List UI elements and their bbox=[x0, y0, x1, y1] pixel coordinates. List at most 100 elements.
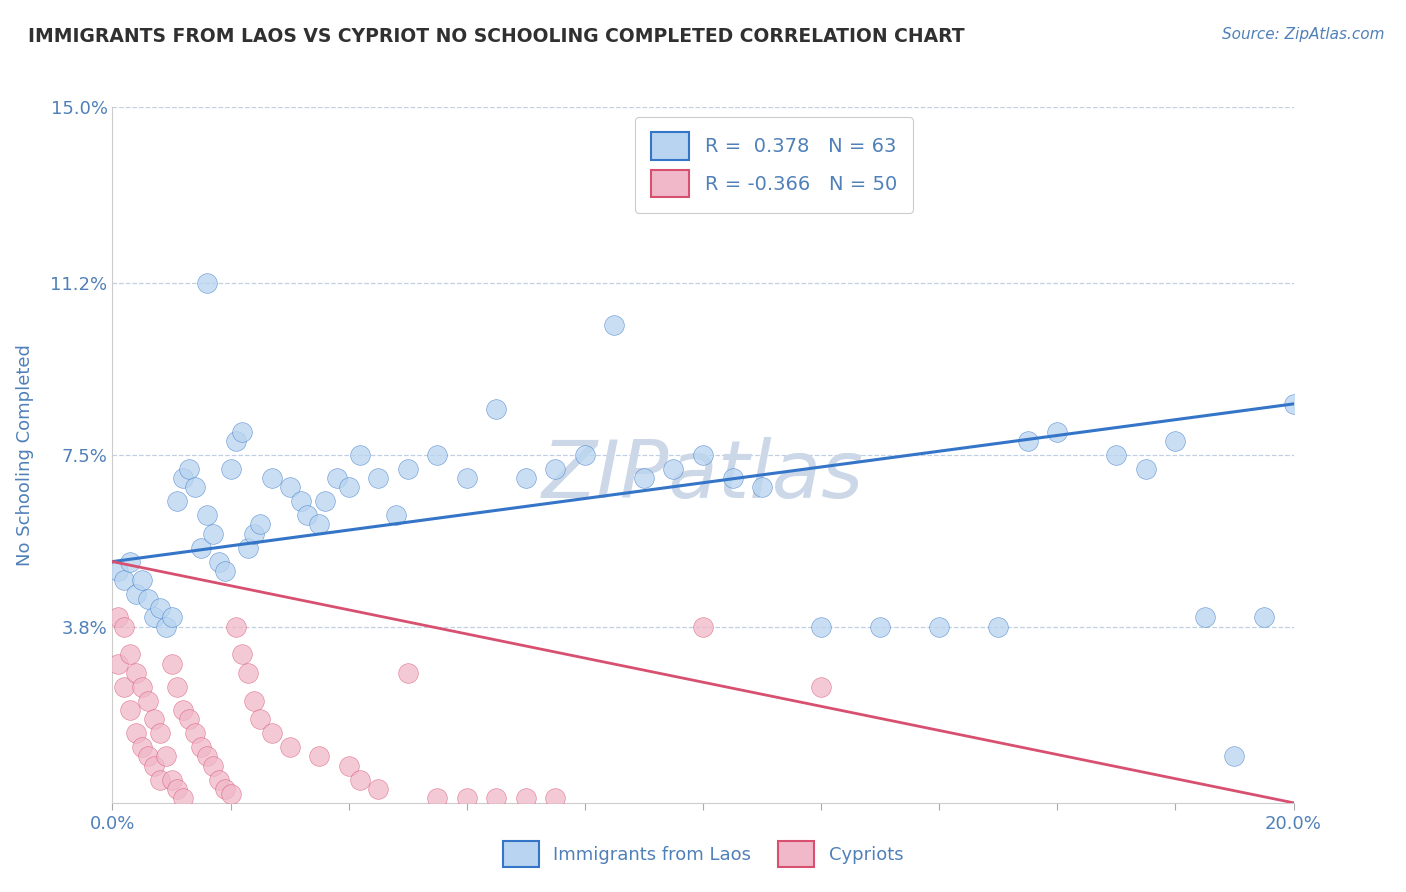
Point bbox=[810, 680, 832, 694]
Point bbox=[142, 610, 165, 624]
Point bbox=[869, 619, 891, 633]
Point bbox=[231, 648, 253, 662]
Point bbox=[297, 508, 319, 523]
Point bbox=[195, 277, 218, 291]
Point bbox=[367, 781, 389, 796]
Point bbox=[349, 448, 371, 462]
Point bbox=[208, 772, 231, 787]
Point bbox=[662, 462, 685, 476]
Point bbox=[184, 480, 207, 494]
Legend: R =  0.378   N = 63, R = -0.366   N = 50: R = 0.378 N = 63, R = -0.366 N = 50 bbox=[636, 117, 912, 212]
Point bbox=[201, 758, 224, 772]
Point bbox=[1017, 434, 1039, 448]
Point bbox=[249, 517, 271, 532]
Point bbox=[1282, 397, 1305, 411]
Point bbox=[260, 726, 283, 740]
Point bbox=[337, 480, 360, 494]
Point bbox=[107, 610, 129, 624]
Point bbox=[692, 448, 714, 462]
Point bbox=[125, 726, 148, 740]
Point bbox=[1164, 434, 1187, 448]
Point bbox=[515, 791, 537, 805]
Point bbox=[1253, 610, 1275, 624]
Point bbox=[201, 526, 224, 541]
Point bbox=[308, 517, 330, 532]
Point bbox=[142, 758, 165, 772]
Point bbox=[238, 665, 260, 680]
Point bbox=[125, 587, 148, 601]
Point bbox=[278, 480, 301, 494]
Point bbox=[396, 665, 419, 680]
Point bbox=[149, 601, 172, 615]
Point bbox=[928, 619, 950, 633]
Point bbox=[179, 462, 201, 476]
Point bbox=[326, 471, 349, 485]
Point bbox=[485, 791, 508, 805]
Point bbox=[172, 703, 194, 717]
Point bbox=[426, 448, 449, 462]
Legend: Immigrants from Laos, Cypriots: Immigrants from Laos, Cypriots bbox=[495, 834, 911, 874]
Point bbox=[149, 726, 172, 740]
Point bbox=[721, 471, 744, 485]
Point bbox=[260, 471, 283, 485]
Point bbox=[456, 471, 478, 485]
Point bbox=[456, 791, 478, 805]
Point bbox=[349, 772, 371, 787]
Point bbox=[308, 749, 330, 764]
Point bbox=[195, 508, 218, 523]
Point bbox=[238, 541, 260, 555]
Point bbox=[692, 619, 714, 633]
Point bbox=[810, 619, 832, 633]
Point bbox=[166, 680, 188, 694]
Point bbox=[112, 573, 135, 587]
Point bbox=[155, 749, 177, 764]
Point bbox=[515, 471, 537, 485]
Point bbox=[278, 740, 301, 755]
Point bbox=[120, 648, 142, 662]
Point bbox=[219, 787, 242, 801]
Point bbox=[195, 749, 218, 764]
Point bbox=[544, 791, 567, 805]
Point bbox=[184, 726, 207, 740]
Point bbox=[131, 680, 153, 694]
Point bbox=[166, 781, 188, 796]
Point bbox=[396, 462, 419, 476]
Point bbox=[120, 555, 142, 569]
Point bbox=[136, 749, 159, 764]
Point bbox=[155, 619, 177, 633]
Point bbox=[166, 494, 188, 508]
Point bbox=[1105, 448, 1128, 462]
Point bbox=[633, 471, 655, 485]
Point bbox=[225, 434, 247, 448]
Point bbox=[112, 619, 135, 633]
Point bbox=[574, 448, 596, 462]
Point bbox=[160, 657, 183, 671]
Point bbox=[136, 591, 159, 606]
Point bbox=[172, 471, 194, 485]
Point bbox=[243, 526, 266, 541]
Point bbox=[243, 694, 266, 708]
Point bbox=[190, 740, 212, 755]
Point bbox=[179, 712, 201, 726]
Y-axis label: No Schooling Completed: No Schooling Completed bbox=[15, 344, 34, 566]
Point bbox=[231, 425, 253, 439]
Text: Source: ZipAtlas.com: Source: ZipAtlas.com bbox=[1222, 27, 1385, 42]
Point bbox=[603, 318, 626, 332]
Point bbox=[426, 791, 449, 805]
Point bbox=[1194, 610, 1216, 624]
Point bbox=[142, 712, 165, 726]
Point bbox=[131, 573, 153, 587]
Point bbox=[120, 703, 142, 717]
Point bbox=[125, 665, 148, 680]
Point bbox=[367, 471, 389, 485]
Point bbox=[107, 657, 129, 671]
Point bbox=[385, 508, 408, 523]
Point bbox=[290, 494, 312, 508]
Point bbox=[214, 564, 236, 578]
Point bbox=[172, 791, 194, 805]
Point bbox=[987, 619, 1010, 633]
Point bbox=[751, 480, 773, 494]
Point bbox=[160, 772, 183, 787]
Point bbox=[149, 772, 172, 787]
Point bbox=[1046, 425, 1069, 439]
